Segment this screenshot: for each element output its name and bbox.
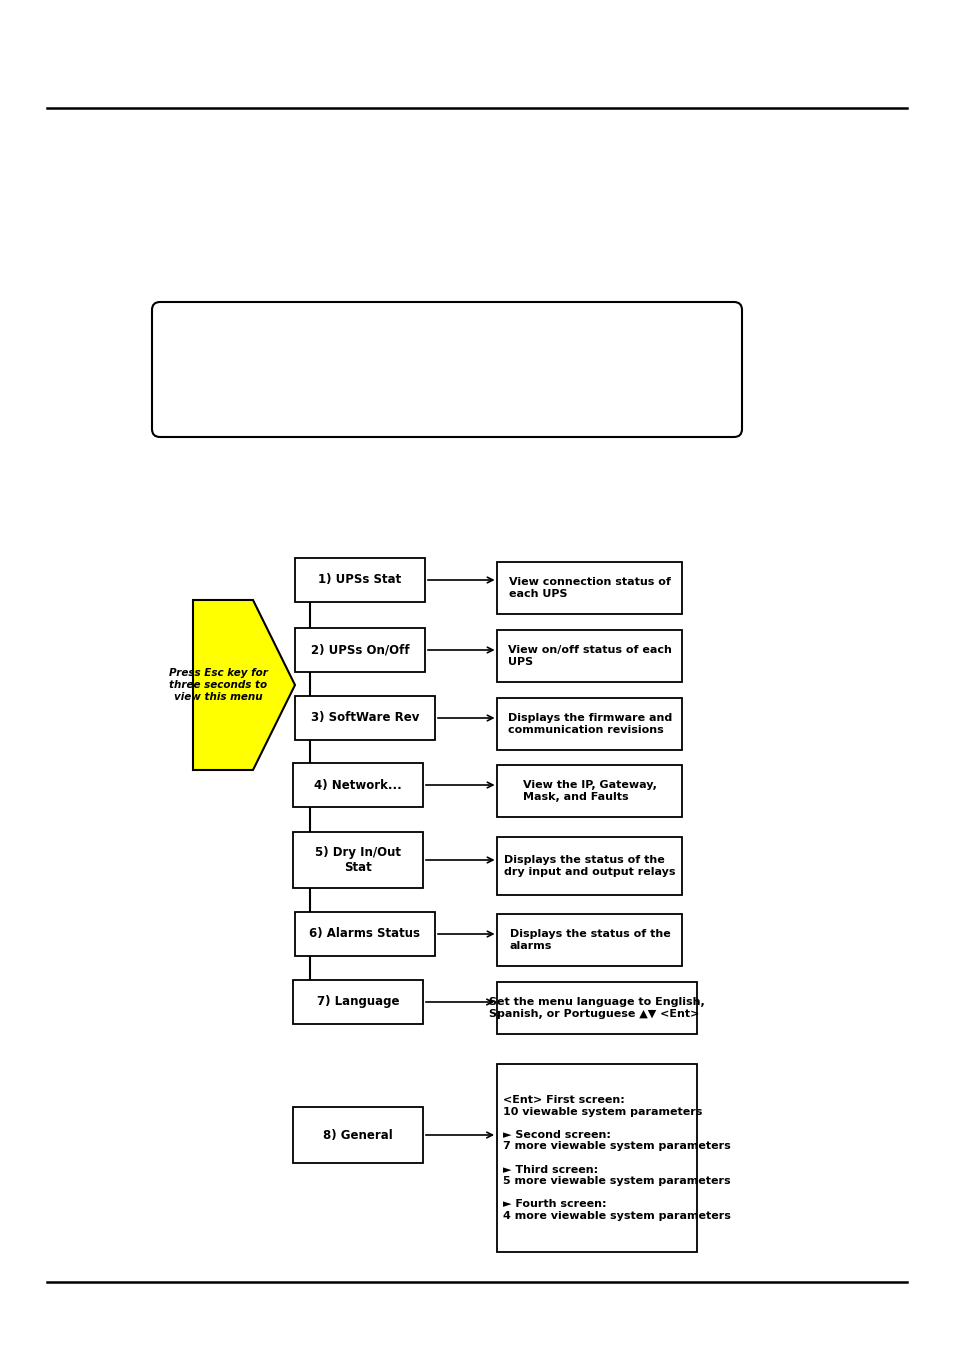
FancyBboxPatch shape — [293, 832, 422, 888]
Text: 5) Dry In/Out
Stat: 5) Dry In/Out Stat — [314, 846, 400, 873]
FancyBboxPatch shape — [294, 697, 435, 740]
FancyBboxPatch shape — [294, 628, 424, 672]
Text: <Ent> First screen:
10 viewable system parameters

► Second screen:
7 more viewa: <Ent> First screen: 10 viewable system p… — [502, 1095, 730, 1220]
Text: 1) UPSs Stat: 1) UPSs Stat — [318, 574, 401, 586]
FancyBboxPatch shape — [497, 914, 681, 967]
Text: View the IP, Gateway,
Mask, and Faults: View the IP, Gateway, Mask, and Faults — [522, 780, 657, 802]
FancyBboxPatch shape — [497, 1064, 697, 1251]
FancyBboxPatch shape — [497, 981, 697, 1034]
Text: Displays the status of the
alarms: Displays the status of the alarms — [509, 929, 670, 950]
Text: 7) Language: 7) Language — [316, 995, 399, 1008]
FancyBboxPatch shape — [497, 698, 681, 751]
FancyBboxPatch shape — [497, 765, 681, 817]
Text: 2) UPSs On/Off: 2) UPSs On/Off — [311, 644, 409, 656]
Text: Displays the status of the
dry input and output relays: Displays the status of the dry input and… — [504, 855, 675, 876]
Text: 4) Network...: 4) Network... — [314, 779, 401, 791]
Text: Set the menu language to English,
Spanish, or Portuguese ▲▼ <Ent>: Set the menu language to English, Spanis… — [489, 998, 704, 1019]
FancyBboxPatch shape — [152, 302, 741, 437]
Text: 6) Alarms Status: 6) Alarms Status — [309, 927, 420, 941]
Text: View on/off status of each
UPS: View on/off status of each UPS — [508, 645, 671, 667]
Text: Displays the firmware and
communication revisions: Displays the firmware and communication … — [507, 713, 672, 734]
FancyBboxPatch shape — [294, 913, 435, 956]
FancyBboxPatch shape — [497, 837, 681, 895]
Text: Press Esc key for
three seconds to
view this menu: Press Esc key for three seconds to view … — [169, 668, 267, 702]
Text: 3) SoftWare Rev: 3) SoftWare Rev — [311, 711, 418, 725]
Text: View connection status of
each UPS: View connection status of each UPS — [509, 578, 670, 599]
FancyBboxPatch shape — [293, 980, 422, 1025]
FancyBboxPatch shape — [497, 562, 681, 614]
FancyBboxPatch shape — [293, 1107, 422, 1162]
FancyBboxPatch shape — [497, 630, 681, 682]
FancyBboxPatch shape — [293, 763, 422, 807]
FancyBboxPatch shape — [294, 558, 424, 602]
Text: 8) General: 8) General — [323, 1129, 393, 1142]
Polygon shape — [193, 599, 294, 769]
